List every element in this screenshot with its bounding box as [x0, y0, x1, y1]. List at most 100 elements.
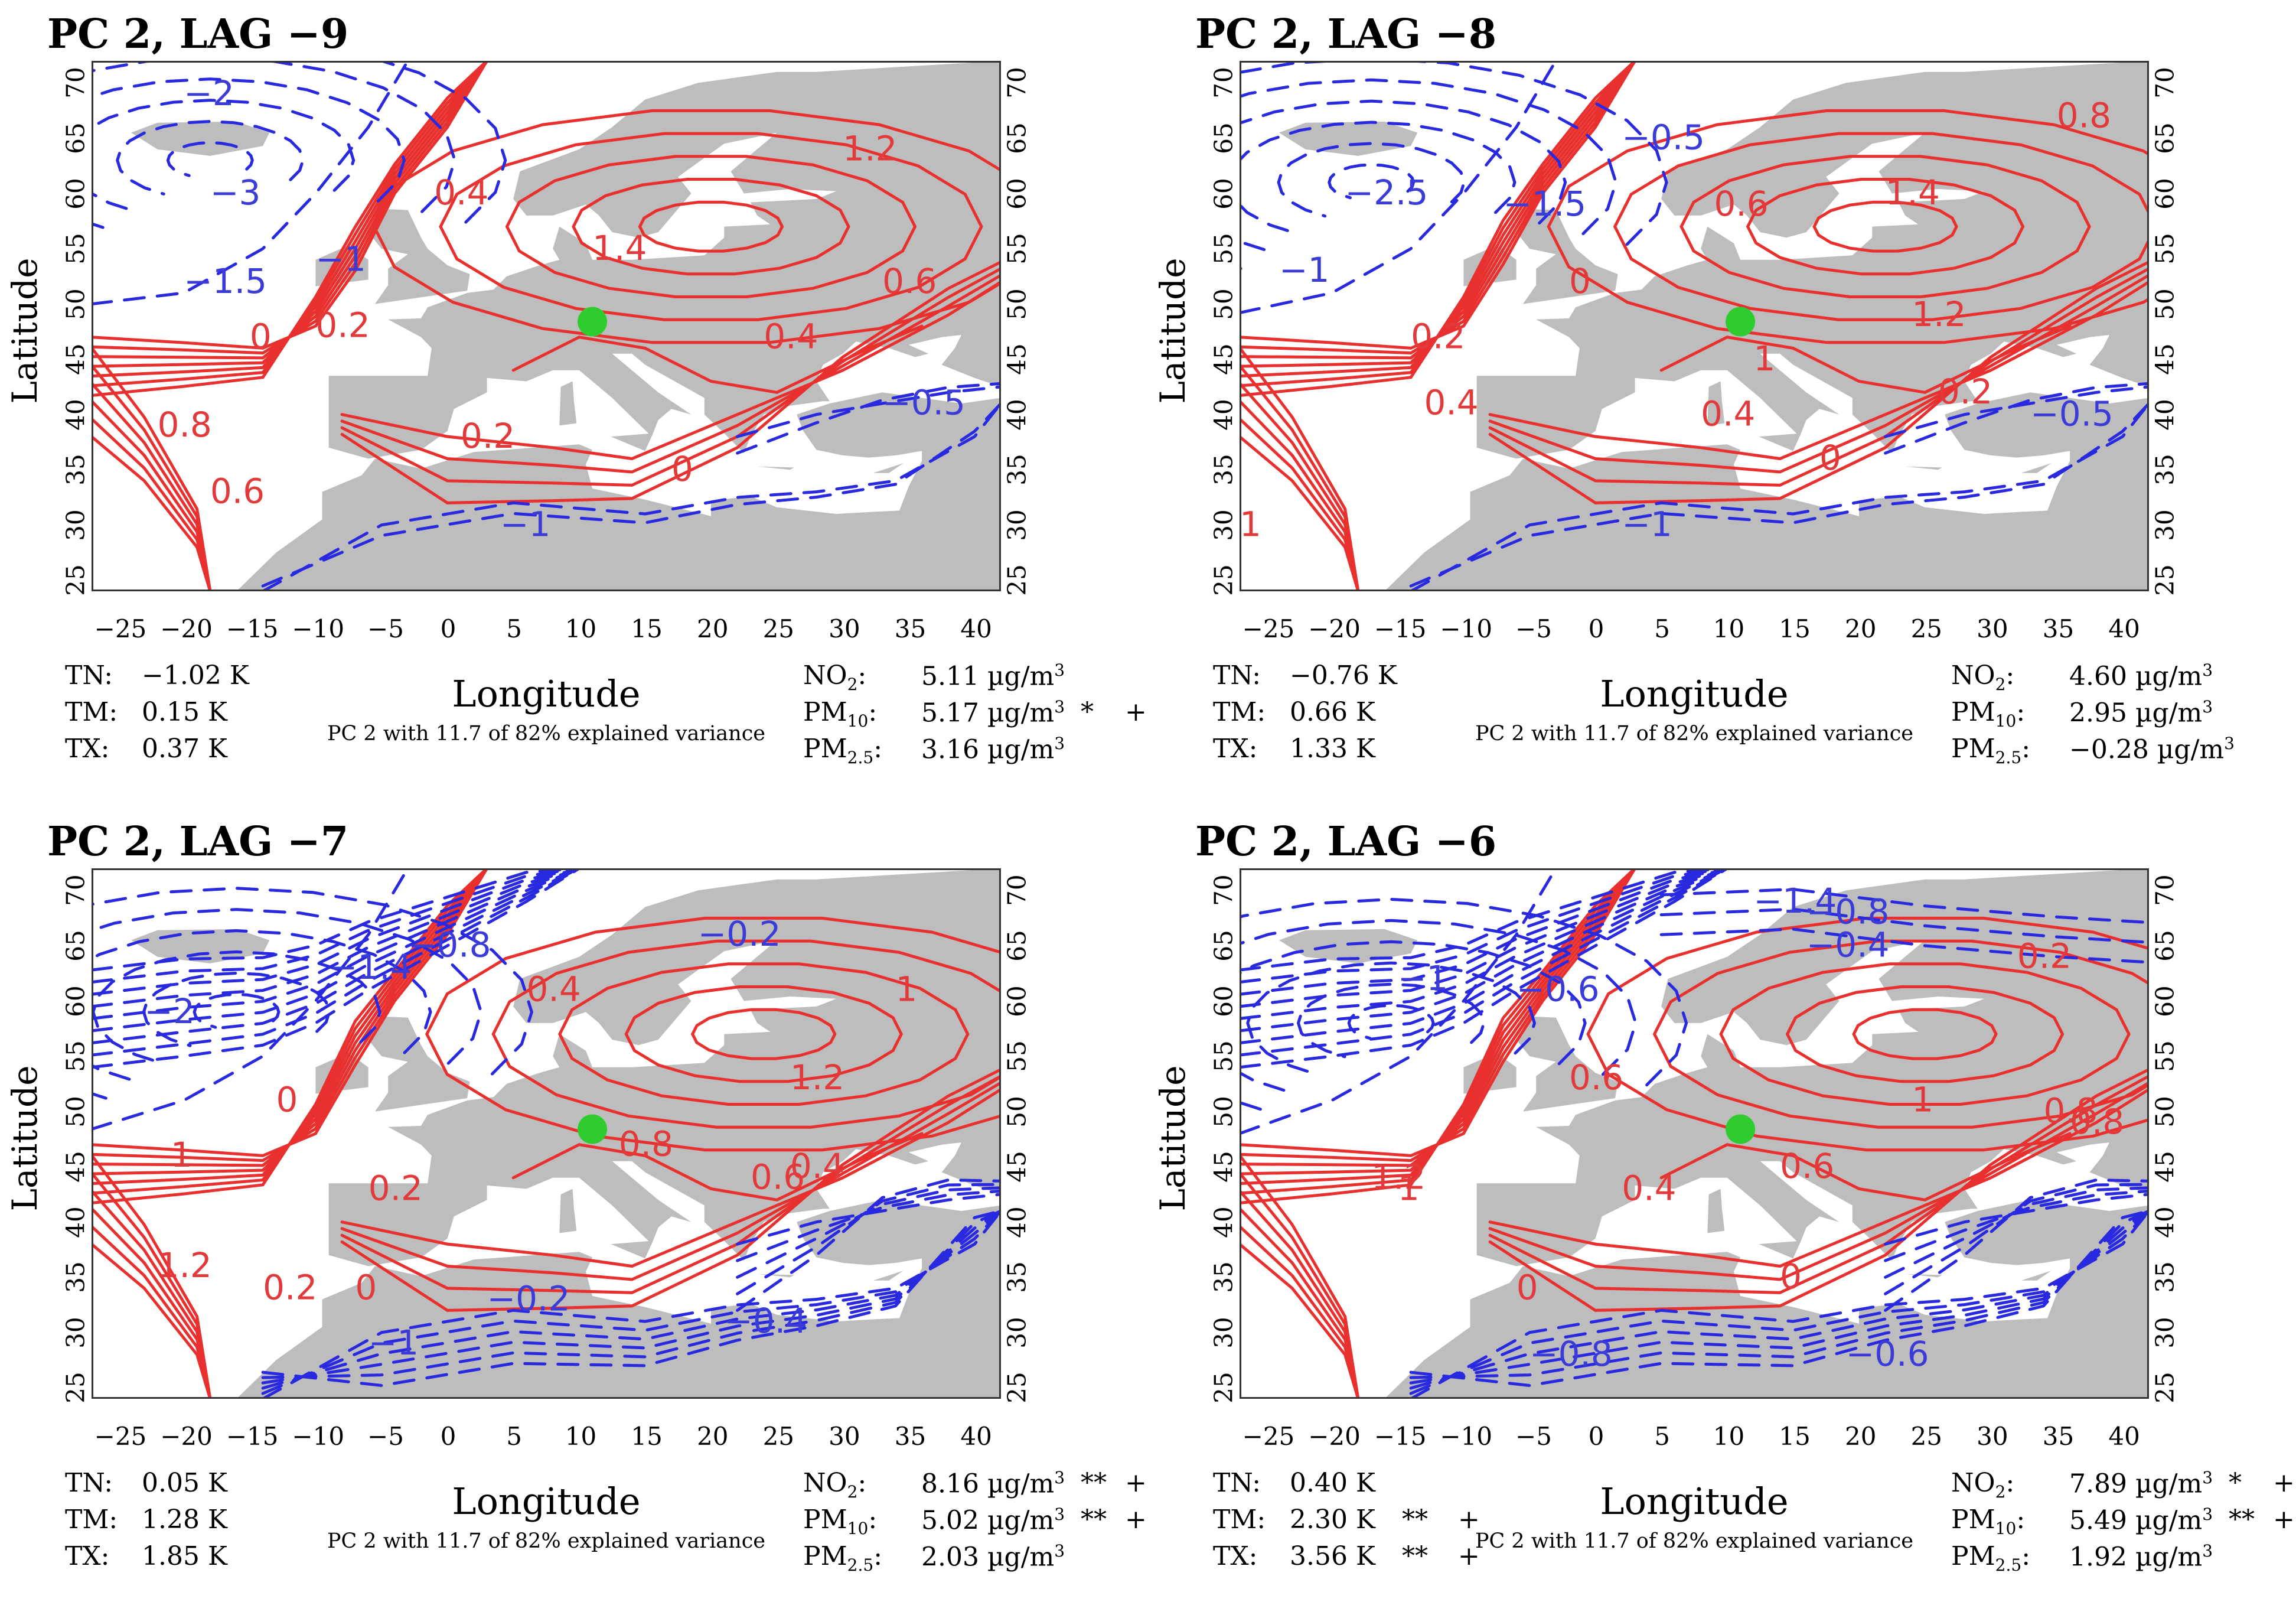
pollutant-label: PM2.5: — [1951, 734, 2031, 767]
negative-contour-line — [92, 868, 581, 1069]
y-tick-label-left: 30 — [1209, 509, 1238, 541]
positive-contour-line — [340, 280, 1001, 461]
positive-contour-line — [1488, 273, 2149, 474]
negative-contour-line — [261, 1209, 1001, 1388]
positive-contour-line — [690, 1008, 837, 1060]
x-tick-label: 10 — [1713, 614, 1745, 643]
negative-contour-line — [1659, 887, 2149, 924]
contour-label: 1.2 — [158, 1245, 212, 1285]
pollutant-label: NO2: — [803, 1468, 867, 1502]
y-tick-label-right: 30 — [1002, 509, 1032, 541]
positive-contour-line — [92, 61, 489, 397]
land-polygon — [873, 463, 904, 473]
temp-stat-label: TX: — [65, 1541, 110, 1571]
x-tick-label: 25 — [1910, 1422, 1943, 1451]
x-tick-label: 35 — [2042, 1422, 2075, 1451]
contour-label: −3 — [210, 172, 261, 213]
significance-marker: ** — [1402, 1541, 1428, 1571]
contour-label: 0.8 — [2070, 1102, 2124, 1142]
contour-label: 1 — [1398, 1168, 1420, 1208]
negative-contour-line — [1240, 868, 1729, 1033]
y-tick-label-left: 65 — [1209, 122, 1238, 154]
x-tick-label: 35 — [2042, 614, 2075, 643]
positive-contour-line — [340, 267, 1001, 487]
contour-label: 0.2 — [1411, 316, 1465, 356]
station-marker — [578, 307, 608, 337]
positive-contour-line — [340, 1081, 1001, 1281]
contour-label: −0.8 — [408, 925, 491, 965]
contour-label: −1.5 — [1503, 184, 1586, 224]
station-marker — [1726, 1114, 1756, 1144]
x-tick-label: 15 — [1779, 1422, 1811, 1451]
negative-contour-line — [92, 868, 581, 1008]
y-tick-label-right: 60 — [1002, 177, 1032, 210]
station-marker — [578, 1114, 608, 1144]
x-tick-label: 5 — [1654, 1422, 1670, 1451]
positive-contour-line — [92, 1154, 212, 1399]
land-polygon — [92, 392, 1001, 591]
y-axis-label: Latitude — [1153, 258, 1193, 404]
x-tick-label: 25 — [762, 1422, 795, 1451]
x-tick-label: −10 — [292, 614, 345, 643]
negative-contour-line — [261, 1209, 1001, 1399]
negative-contour-line — [736, 1178, 1001, 1312]
x-tick-label: −20 — [1308, 614, 1361, 643]
negative-contour-line — [1409, 1209, 2149, 1385]
panel-lag-7: PC 2, LAG −7 −2 −1.4 −0.8 −0.2 0 1 0.2 0.4 1 1.2 0.… — [0, 808, 1148, 1615]
negative-contour-line — [1884, 1178, 2149, 1312]
x-tick-label: −10 — [292, 1422, 345, 1451]
plus-marker: + — [1458, 1505, 1480, 1535]
negative-contour-line — [1240, 868, 1729, 1008]
contour-label: 0.8 — [619, 1124, 673, 1164]
contour-label: 1 — [1912, 1080, 1933, 1120]
x-tick-label: −25 — [94, 1422, 147, 1451]
panel-title: PC 2, LAG −7 — [47, 818, 349, 865]
x-tick-label: 10 — [565, 614, 597, 643]
x-tick-label: 20 — [696, 1422, 729, 1451]
contour-label: 0.2 — [315, 305, 370, 346]
plus-marker: + — [1458, 1541, 1480, 1571]
negative-contour-line — [1328, 163, 1416, 200]
x-tick-label: 20 — [696, 614, 729, 643]
contour-label: −2 — [144, 991, 195, 1031]
contour-label: 1.2 — [1912, 294, 1966, 334]
positive-contour-line — [1812, 200, 1958, 253]
negative-contour-line — [261, 1209, 1001, 1395]
contour-map: −2.5 −1.5 −0.5 −1 0 0.2 0.4 0.6 0.8 1.4 1.2 1 0.4 0.2… — [1240, 61, 2149, 591]
x-axis-label: Longitude — [452, 672, 641, 715]
temp-stat-label: TX: — [65, 734, 110, 764]
contour-label: −0.6 — [1846, 1334, 1929, 1374]
negative-contour-line — [736, 1189, 1001, 1262]
contour-label: −1.4 — [329, 947, 412, 987]
positive-contour-line — [1240, 61, 1637, 360]
y-tick-label-right: 70 — [1002, 67, 1032, 99]
pollutant-label: PM10: — [803, 697, 878, 731]
y-tick-label-left: 60 — [61, 177, 90, 210]
y-tick-label-right: 35 — [2150, 1261, 2180, 1293]
pollutant-label: PM2.5: — [1951, 1541, 2031, 1575]
panel-lag-6: PC 2, LAG −6 −1.4 −0.8 −1 −0.6 −0.4 0.2 0.6 1.2 0… — [1148, 808, 2296, 1615]
x-tick-label: 15 — [631, 1422, 663, 1451]
plus-marker: + — [1125, 1505, 1147, 1535]
negative-contour-line — [736, 1183, 1001, 1295]
y-tick-label-left: 55 — [1209, 233, 1238, 265]
contour-label: −1.4 — [1753, 881, 1837, 921]
x-tick-label: 25 — [1910, 614, 1943, 643]
negative-contour-line — [1409, 1209, 2149, 1399]
temp-stat-label: TN: — [1213, 660, 1261, 691]
y-tick-label-right: 55 — [1002, 1040, 1032, 1072]
negative-contour-line — [1884, 1183, 2149, 1295]
contour-label: −1.5 — [184, 261, 267, 301]
x-tick-label: 5 — [506, 1422, 522, 1451]
y-tick-label-right: 25 — [2150, 564, 2180, 597]
positive-contour-line — [1488, 267, 2149, 487]
temp-stat-value: 0.15 K — [142, 697, 227, 727]
negative-contour-line — [92, 868, 581, 1057]
land-polygon — [328, 61, 1001, 459]
contour-label: 1.4 — [592, 228, 647, 268]
positive-contour-line — [1613, 132, 2149, 321]
negative-contour-line — [1240, 868, 1729, 1069]
negative-contour-line — [92, 950, 381, 1066]
y-tick-label-left: 65 — [61, 930, 90, 962]
contour-label: 0.2 — [368, 1168, 423, 1208]
